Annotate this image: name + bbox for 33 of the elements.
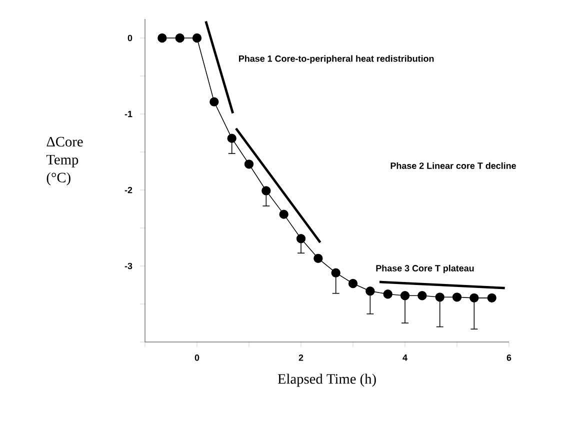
y-tick-label: -1 xyxy=(124,110,132,118)
annotation: Phase 3 Core T plateau xyxy=(376,264,474,274)
point xyxy=(175,33,184,43)
y-axis-title: ΔCore Temp (°C) xyxy=(46,136,83,186)
point xyxy=(244,160,254,169)
point xyxy=(348,278,358,288)
point xyxy=(262,186,271,196)
point xyxy=(435,292,444,302)
point xyxy=(192,33,202,43)
x-tick-label: 4 xyxy=(402,354,408,361)
annotation: Phase 1 Core-to-peripheral heat redistribution xyxy=(239,55,434,64)
point xyxy=(279,210,288,219)
point xyxy=(383,290,392,299)
point xyxy=(331,268,340,278)
point xyxy=(158,33,167,43)
point xyxy=(314,254,323,263)
y-tick-label: -2 xyxy=(124,186,132,194)
x-tick-label: 2 xyxy=(298,354,304,361)
point xyxy=(400,291,410,300)
y-tick-label: -3 xyxy=(124,262,132,270)
point xyxy=(487,293,496,303)
x-axis-title: Elapsed Time (h) xyxy=(278,374,376,387)
point xyxy=(418,291,427,300)
annotation: Phase 2 Linear core T decline xyxy=(390,162,516,169)
point xyxy=(470,293,479,303)
point xyxy=(452,292,462,302)
point xyxy=(366,286,375,296)
y-tick-label: 0 xyxy=(128,34,132,42)
x-tick-label: 0 xyxy=(194,354,200,361)
point xyxy=(227,134,236,143)
point xyxy=(210,97,219,106)
x-tick-label: 6 xyxy=(506,354,512,361)
point xyxy=(296,234,306,244)
